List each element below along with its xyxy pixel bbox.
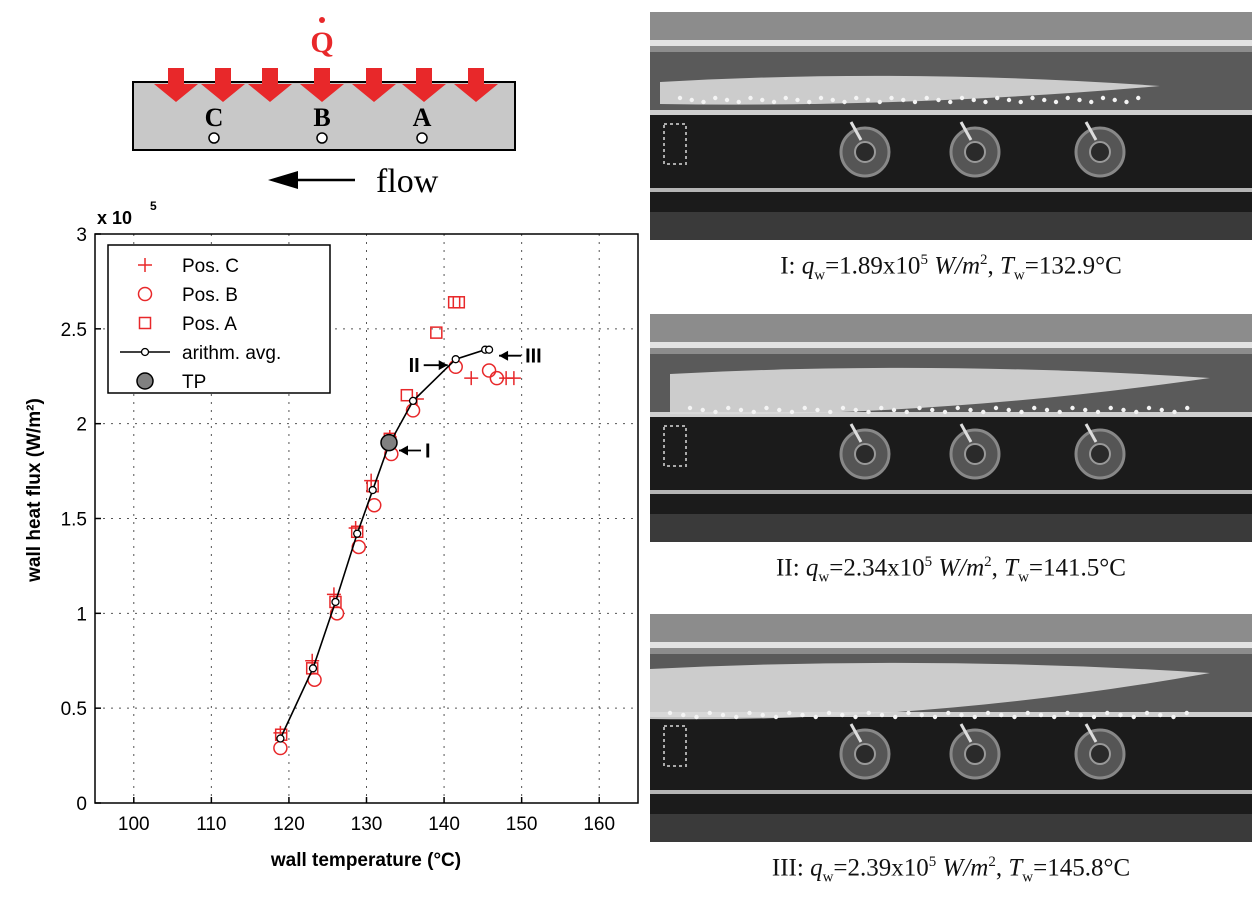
heat-arrow-head <box>248 84 292 102</box>
photo-block-ii: II: qw=2.34x105 W/m2, Tw=141.5°C <box>650 314 1252 586</box>
x-axis-label: wall temperature (°C) <box>270 850 461 871</box>
point-square <box>447 296 461 309</box>
legend-label: Pos. A <box>182 314 237 335</box>
point-square <box>430 326 443 339</box>
heat-arrow-head <box>201 84 245 102</box>
annotation-label: III <box>525 346 542 368</box>
flow-label: flow <box>376 163 439 200</box>
sensor-b <box>316 132 328 144</box>
heat-arrow-head <box>154 84 198 102</box>
annotation-label: II <box>409 355 420 377</box>
annotations: III III <box>398 346 542 463</box>
sensor-label-a: A <box>413 103 432 132</box>
y-axis-label: wall heat flux (W/m²) <box>24 398 45 583</box>
heat-arrow-head <box>352 84 396 102</box>
photo-caption-iii: III: qw=2.39x105 W/m2, Tw=145.8°C <box>771 854 1131 886</box>
heat-flux-arrows <box>154 68 498 102</box>
point-square <box>400 388 414 402</box>
photo-block-i: I: qw=1.89x105 W/m2, Tw=132.9°C <box>650 12 1252 284</box>
y-tick-label: 3 <box>76 225 87 246</box>
legend: Pos. C Pos. B Pos. A arithm. avg. TP <box>107 244 331 394</box>
y-tick-label: 0.5 <box>61 699 87 720</box>
sensor-c <box>208 132 220 144</box>
point-square <box>138 316 152 330</box>
x-tick-label: 160 <box>583 814 615 835</box>
heat-arrow-shaft <box>168 68 184 86</box>
heat-symbol-dot <box>319 17 325 23</box>
x-tick-label: 150 <box>506 814 538 835</box>
legend-label: arithm. avg. <box>182 343 281 364</box>
heat-arrow-shaft <box>262 68 278 86</box>
boiling-photo-i <box>650 12 1252 240</box>
point-plus <box>138 258 152 272</box>
point-avg <box>140 347 150 357</box>
point-circle <box>329 606 345 621</box>
y-tick-label: 2.5 <box>61 320 87 341</box>
heat-arrow-shaft <box>468 68 484 86</box>
heat-arrow-shaft <box>314 68 330 86</box>
x-tick-label: 120 <box>273 814 305 835</box>
series-layer <box>273 296 521 756</box>
flow-arrow-head <box>268 171 298 189</box>
y-tick-label: 1.5 <box>61 510 87 531</box>
photo-caption-i: I: qw=1.89x105 W/m2, Tw=132.9°C <box>780 252 1122 284</box>
photo-block-iii: III: qw=2.39x105 W/m2, Tw=145.8°C <box>650 614 1252 886</box>
annotation-arrowhead <box>398 445 408 456</box>
heat-arrow-shaft <box>416 68 432 86</box>
point-avg <box>331 597 340 607</box>
sensor-label-b: B <box>313 103 330 132</box>
boiling-photo-iii <box>650 614 1252 842</box>
y-multiplier-exp: 5 <box>150 199 157 213</box>
heat-arrow-shaft <box>366 68 382 86</box>
legend-label: Pos. B <box>182 285 238 306</box>
x-tick-label: 140 <box>428 814 460 835</box>
heat-input-symbol: Q <box>310 26 333 59</box>
x-tick-label: 110 <box>196 814 226 835</box>
point-square <box>452 296 466 309</box>
point-avg <box>451 355 460 364</box>
point-avg <box>368 485 377 495</box>
heat-arrow-shaft <box>215 68 231 86</box>
point-circle <box>489 370 505 386</box>
annotation-arrowhead <box>438 360 448 371</box>
photo-caption-ii: II: qw=2.34x105 W/m2, Tw=141.5°C <box>776 554 1126 586</box>
point-circle <box>481 363 497 378</box>
legend-label: Pos. C <box>182 256 239 277</box>
point-avg <box>276 734 285 743</box>
y-tick-label: 1 <box>76 604 87 625</box>
point-circle <box>273 740 288 756</box>
y-tick-label: 2 <box>76 415 87 436</box>
sensor-a <box>416 132 428 144</box>
point-avg <box>408 396 418 406</box>
heat-arrow-head <box>300 84 344 102</box>
y-multiplier: x 10 <box>97 208 132 228</box>
boiling-photo-ii <box>650 314 1252 542</box>
sensor-label-c: C <box>205 103 224 132</box>
x-tick-label: 130 <box>351 814 383 835</box>
legend-label: TP <box>182 372 206 393</box>
y-tick-label: 0 <box>76 794 87 815</box>
point-plus <box>464 371 479 386</box>
x-tick-label: 100 <box>118 814 150 835</box>
point-tp <box>380 433 398 452</box>
point-avg <box>353 529 362 538</box>
heat-arrow-head <box>454 84 498 102</box>
series-line <box>279 348 490 739</box>
point-tp <box>136 372 154 390</box>
point-circle <box>137 286 153 302</box>
point-avg <box>308 664 318 673</box>
point-avg <box>484 345 494 354</box>
series-pos-b <box>273 359 505 756</box>
heat-arrow-head <box>402 84 446 102</box>
annotation-label: I <box>425 441 431 463</box>
point-plus <box>506 371 521 386</box>
heater-flow-schematic: Q C B A flow <box>132 17 516 200</box>
annotation-arrowhead <box>499 350 509 361</box>
series-tp <box>380 433 398 452</box>
axis-ticks: 100 110 120 130 140 150 160 0 0.5 1 1.5 2 2.5 3 <box>61 225 615 835</box>
